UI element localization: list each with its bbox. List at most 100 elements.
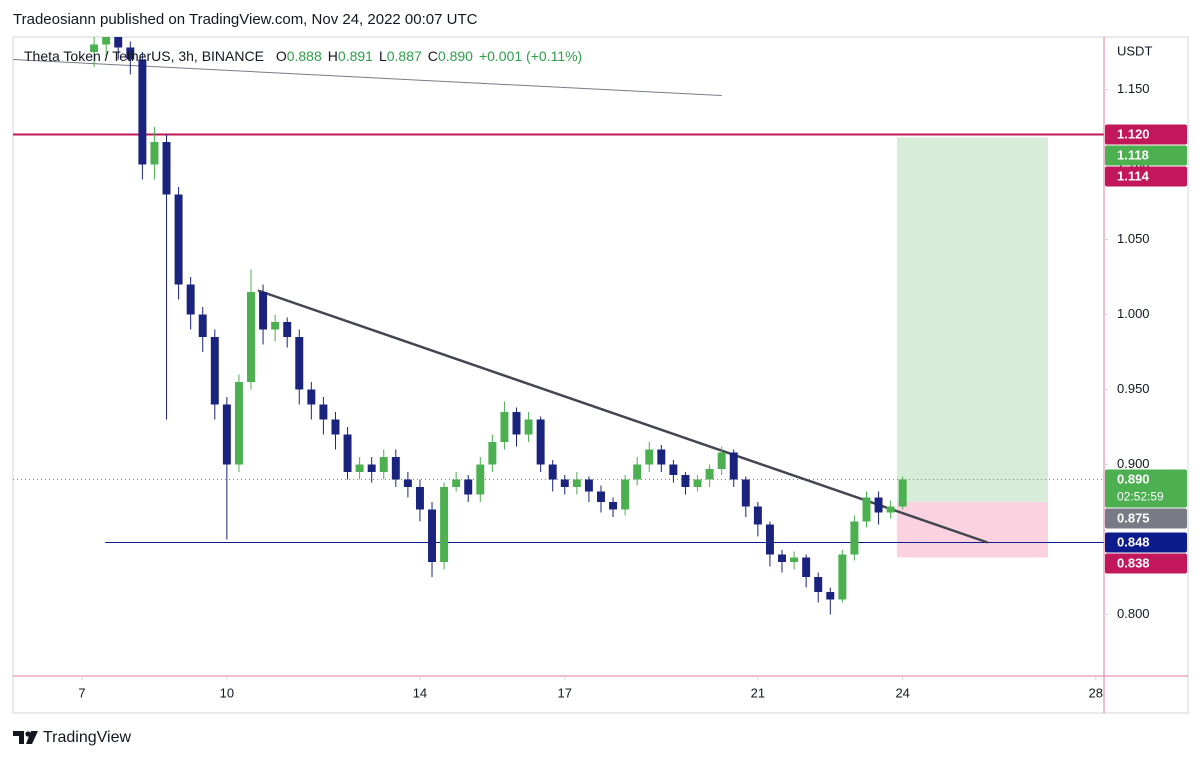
candle-body	[500, 412, 509, 442]
candle-body	[222, 404, 231, 465]
footer-brand: TradingView	[43, 729, 131, 746]
y-tick-label: 1.000	[1117, 306, 1150, 321]
candle-body	[693, 479, 702, 487]
x-tick-label: 14	[413, 685, 427, 700]
position-profit-zone	[896, 137, 1049, 502]
y-tick-label: 0.950	[1117, 381, 1150, 396]
candle-body	[717, 452, 726, 469]
candle-body	[874, 497, 883, 513]
ohlc-key: O	[275, 48, 287, 64]
candle-body	[753, 506, 762, 525]
candle-body	[669, 464, 678, 475]
y-tick-label: 1.150	[1117, 81, 1150, 96]
candle-body	[524, 419, 533, 435]
price-label: 0.848	[1117, 534, 1150, 549]
price-label: 0.890	[1117, 471, 1150, 486]
candle-body	[403, 479, 412, 487]
y-tick-label: 1.050	[1117, 231, 1150, 246]
candle-body	[415, 487, 424, 510]
ohlc-value: 0.887	[386, 48, 422, 64]
y-tick-label: 0.800	[1117, 606, 1150, 621]
ohlc-value: 0.888	[286, 48, 322, 64]
axes: 7 10 14 17 21 24 28 0.800 0.900 0.950 1.000 1.050 1.…	[78, 81, 1149, 701]
candle-body	[355, 464, 364, 472]
candle-body	[838, 554, 847, 600]
price-label: 1.118	[1117, 147, 1149, 162]
candle-body	[584, 479, 593, 492]
price-label-box	[1105, 124, 1187, 145]
candle-body	[596, 491, 605, 502]
x-tick-label: 21	[751, 685, 765, 700]
candle-body	[307, 389, 316, 405]
ohlc-value: 0.891	[337, 48, 373, 64]
candle-body	[126, 47, 135, 60]
candle-body	[741, 479, 750, 507]
candle-body	[271, 322, 280, 330]
candle-body	[343, 434, 352, 472]
candle-body	[621, 479, 630, 510]
candle-body	[898, 479, 907, 507]
candle-body	[633, 464, 642, 480]
price-label: 1.120	[1117, 126, 1150, 141]
logo-dot	[25, 731, 31, 737]
candle-body	[886, 506, 895, 513]
price-label-box	[1105, 166, 1187, 187]
candle-body	[572, 479, 581, 487]
candle-body	[379, 457, 388, 472]
candle-body	[705, 469, 714, 480]
price-label: 0.875	[1117, 510, 1150, 525]
candle-body	[476, 464, 485, 495]
candle-body	[138, 59, 147, 165]
footer-logo	[13, 731, 38, 744]
candle-body	[331, 419, 340, 435]
candle-body	[391, 457, 400, 480]
candle-body	[234, 382, 243, 465]
candle-body	[114, 37, 123, 48]
candle-body	[802, 557, 811, 577]
ohlc-key: C	[427, 48, 438, 64]
candle-body	[464, 479, 473, 495]
candle-body	[512, 412, 521, 435]
candle-body	[548, 464, 557, 480]
candle-body	[247, 292, 255, 382]
candle-body	[319, 404, 328, 420]
price-labels: 1.120 1.118 1.114 0.890 02:52:59 0.875 0.848 0.…	[1105, 124, 1187, 574]
x-tick-label: 7	[78, 685, 85, 700]
ohlc-key: H	[327, 48, 338, 64]
symbol-legend: Theta Token / TetherUS, 3h, BINANCE O0.8…	[24, 48, 588, 64]
chart-frame	[12, 36, 1189, 714]
candle-body	[560, 479, 569, 487]
x-tick-label: 24	[895, 685, 909, 700]
candle-body	[90, 44, 99, 52]
trend-line	[13, 59, 722, 96]
candle-body	[765, 524, 774, 555]
logo-mark	[13, 731, 24, 744]
candle-body	[657, 449, 666, 465]
logo-slash	[26, 731, 38, 744]
price-label: 1.114	[1117, 168, 1150, 183]
candle-body	[428, 509, 437, 562]
candle-body	[488, 442, 497, 465]
candle-body	[826, 592, 835, 600]
price-change: +0.001 (+0.11%)	[478, 48, 583, 64]
countdown-label: 02:52:59	[1117, 490, 1164, 504]
y-tick-label: 0.900	[1117, 456, 1150, 471]
candle-body	[174, 194, 183, 285]
price-label-box	[1105, 553, 1187, 574]
candle-body	[186, 284, 195, 315]
candle-body	[283, 322, 292, 337]
y-axis-label: USDT	[1117, 43, 1152, 58]
candle-body	[102, 37, 111, 45]
candle-body	[729, 452, 738, 480]
price-label: 0.838	[1117, 555, 1150, 570]
x-tick-label: 10	[220, 685, 234, 700]
candle-body	[162, 142, 171, 195]
candle-body	[609, 502, 618, 510]
price-label-box	[1105, 532, 1187, 553]
candle-body	[850, 521, 859, 555]
candle-body	[645, 449, 654, 465]
candle-body	[814, 577, 823, 592]
plot-area	[13, 37, 1104, 615]
